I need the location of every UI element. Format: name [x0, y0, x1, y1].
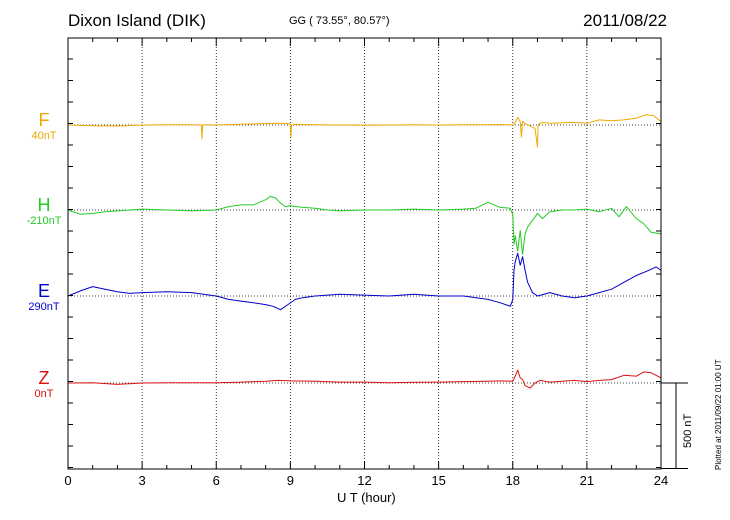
series-line-e	[67, 252, 662, 311]
scale-bar-label: 500 nT	[682, 413, 694, 448]
x-tick-label: 12	[357, 473, 371, 488]
component-label-f: F 40nT	[14, 110, 74, 143]
component-letter: H	[37, 195, 51, 215]
component-baseline: 290nT	[28, 301, 60, 313]
series-line-f	[67, 114, 662, 148]
series-line-z	[67, 369, 662, 389]
station-coordinates: GG ( 73.55°, 80.57°)	[289, 15, 390, 27]
x-tick-label: 21	[580, 473, 594, 488]
x-tick-label: 15	[431, 473, 445, 488]
x-tick-label: 24	[654, 473, 668, 488]
component-letter: F	[38, 110, 50, 130]
series-line-h	[67, 195, 662, 255]
component-baseline: -210nT	[26, 215, 62, 227]
component-baseline: 40nT	[31, 130, 57, 142]
component-label-e: E 290nT	[14, 281, 74, 314]
plot-date: 2011/08/22	[583, 11, 667, 30]
station-title: Dixon Island (DIK)	[68, 11, 206, 30]
component-label-h: H -210nT	[14, 195, 74, 228]
component-letter: E	[37, 281, 50, 301]
grid-lines	[68, 38, 661, 469]
x-tick-label: 0	[64, 473, 71, 488]
component-label-z: Z 0nT	[14, 368, 74, 401]
series-layer	[67, 114, 662, 389]
plotted-timestamp: Plotted at 2011/09/22 01:00 UT	[714, 359, 723, 470]
x-axis-label: U T (hour)	[337, 490, 396, 505]
x-tick-label: 6	[213, 473, 220, 488]
x-tick-label: 9	[287, 473, 294, 488]
x-tick-label: 3	[139, 473, 146, 488]
axes-layer: 0 3 6 9 12 15 18 21 24	[64, 37, 688, 488]
component-letter: Z	[38, 368, 50, 388]
component-baseline: 0nT	[34, 388, 54, 400]
x-tick-label: 18	[506, 473, 520, 488]
